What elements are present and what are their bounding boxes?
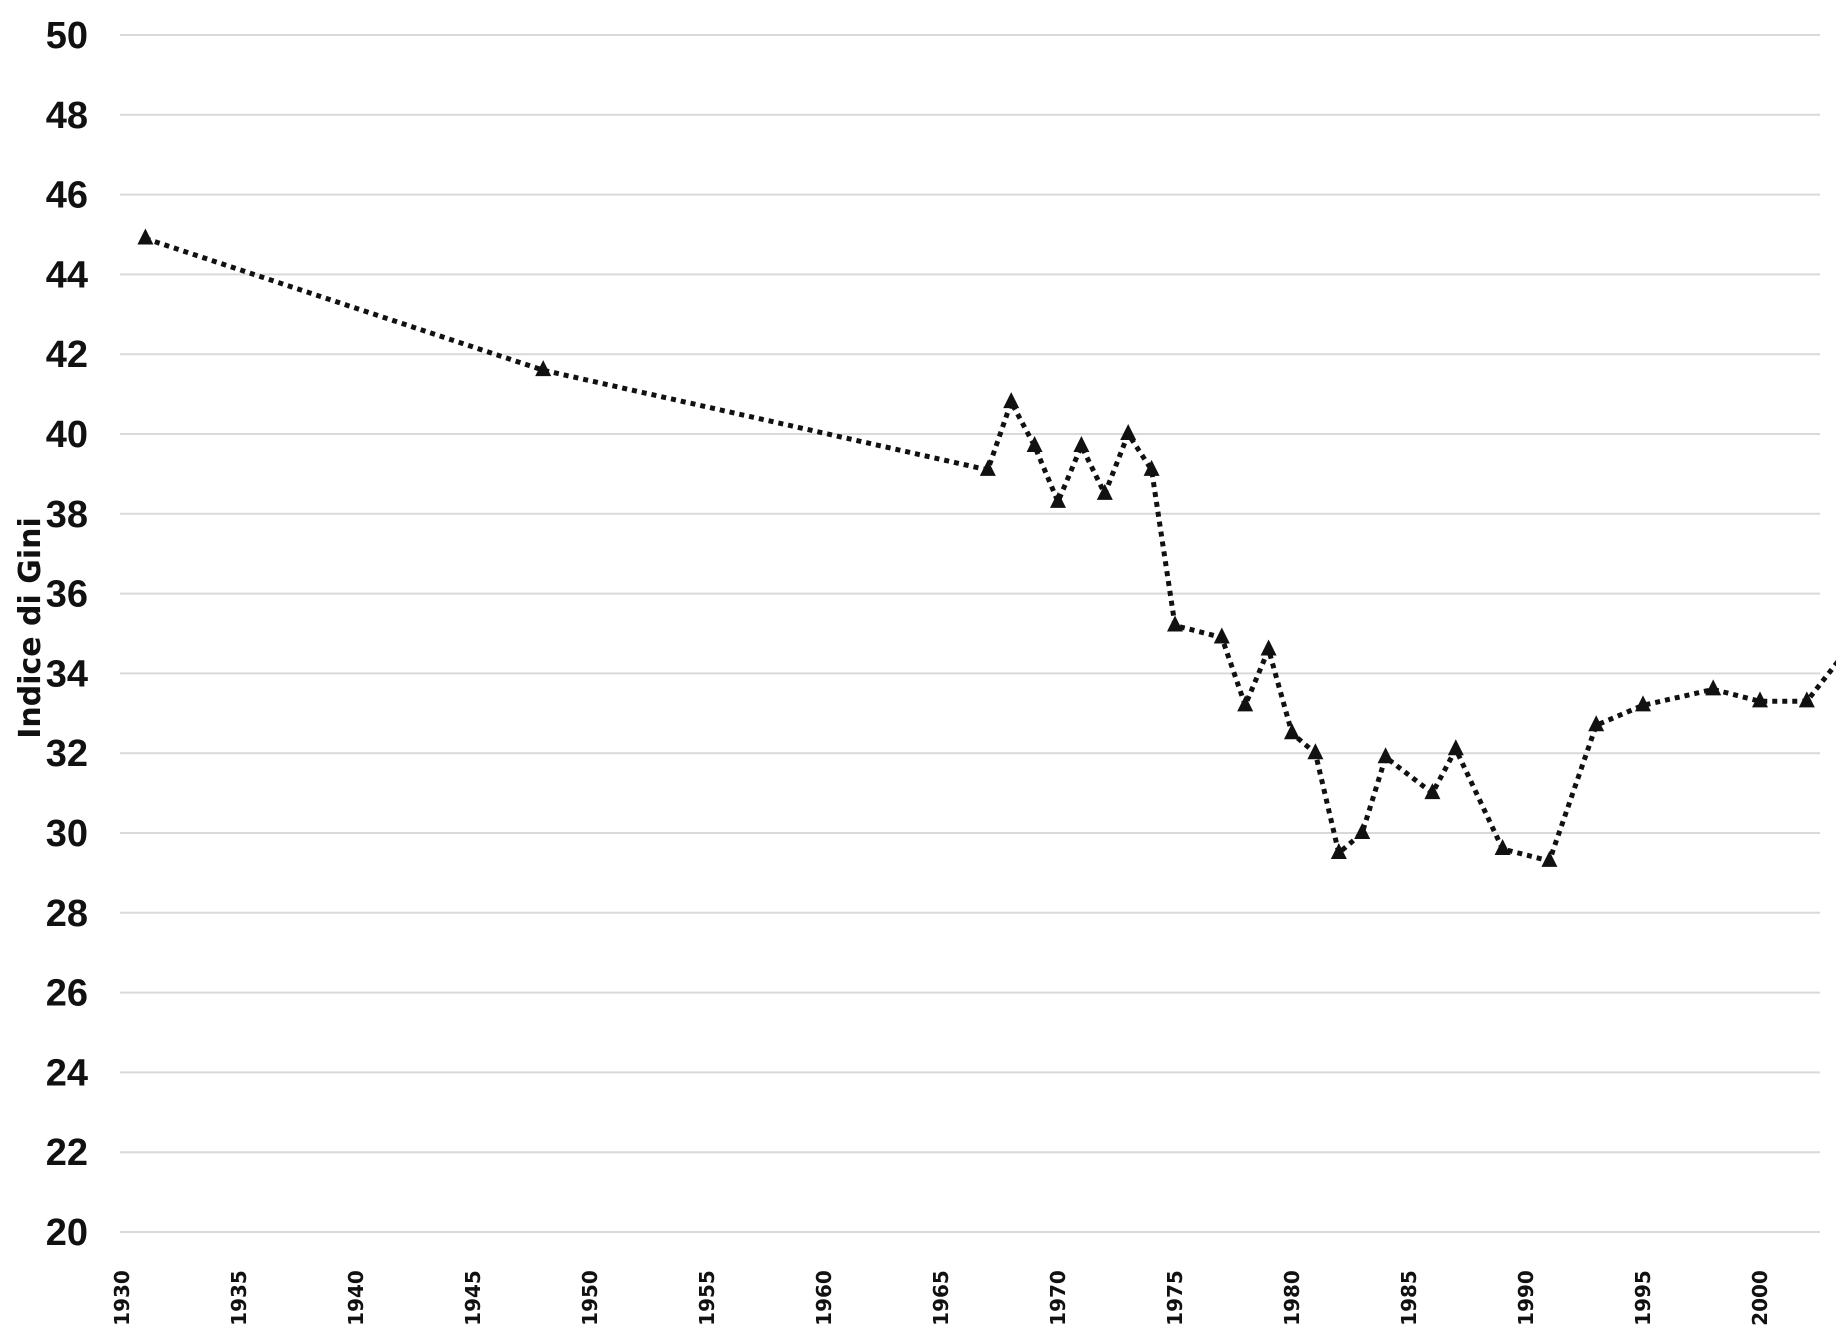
data-point [1705, 679, 1722, 696]
x-tick-label: 1960 [812, 1270, 836, 1326]
data-point [1354, 823, 1371, 839]
y-tick-label: 50 [46, 15, 88, 57]
data-point [1424, 783, 1441, 800]
series-line [144, 236, 1836, 864]
data-point [535, 360, 552, 377]
data-point [1096, 483, 1113, 500]
x-tick-label: 1970 [1046, 1270, 1070, 1326]
data-point [1635, 695, 1651, 712]
gridlines [120, 34, 1820, 1233]
y-tick-label: 32 [46, 733, 88, 775]
data-point [1377, 747, 1394, 764]
data-point [1752, 691, 1768, 708]
data-point [979, 459, 996, 476]
data-point [1120, 424, 1137, 440]
x-tick-label: 1930 [110, 1270, 134, 1326]
x-tick-label: 1955 [695, 1270, 719, 1326]
data-point [1003, 392, 1020, 409]
data-point [1541, 850, 1558, 867]
x-tick-label: 1940 [344, 1270, 368, 1326]
y-tick-label: 34 [46, 653, 88, 695]
y-tick-label: 28 [46, 893, 88, 935]
x-tick-label: 1945 [461, 1270, 485, 1326]
data-point [1050, 491, 1066, 508]
x-tick-label: 1965 [929, 1270, 953, 1326]
x-tick-label: 1990 [1514, 1270, 1538, 1326]
data-point [1167, 615, 1183, 632]
y-tick-label: 44 [46, 254, 88, 296]
y-tick-label: 22 [46, 1132, 88, 1174]
y-tick-label: 20 [46, 1212, 88, 1254]
data-point [1447, 739, 1464, 756]
data-point [1026, 435, 1043, 452]
data-point [1494, 838, 1511, 855]
x-tick-label: 1935 [227, 1270, 251, 1326]
x-tick-label: 1950 [578, 1270, 602, 1326]
data-point [137, 228, 154, 245]
x-tick-label: 2000 [1748, 1270, 1772, 1326]
data-point [1213, 627, 1230, 644]
y-tick-label: 42 [46, 334, 88, 376]
x-axis-ticks: 1930 1935 1940 1945 1950 1955 1960 1965 1970 1975… [110, 1270, 1772, 1326]
data-point [1143, 459, 1160, 476]
data-point [1588, 715, 1605, 732]
y-axis-ticks: 20 22 24 26 28 30 32 34 36 38 40 42 44 46 48 50 [46, 15, 88, 1254]
data-point [1237, 695, 1254, 712]
x-tick-label: 1975 [1163, 1270, 1187, 1326]
data-point [1073, 435, 1090, 452]
y-tick-label: 46 [46, 175, 88, 217]
y-tick-label: 38 [46, 494, 88, 536]
data-point [1798, 691, 1815, 708]
y-tick-label: 36 [46, 574, 88, 616]
data-points [137, 228, 1815, 867]
y-axis-label: Indice di Gini [13, 517, 48, 739]
y-tick-label: 40 [46, 414, 88, 456]
data-point [1330, 842, 1347, 859]
x-tick-label: 1985 [1397, 1270, 1421, 1326]
y-tick-label: 30 [46, 813, 88, 855]
y-tick-label: 24 [46, 1052, 88, 1094]
x-tick-label: 1980 [1280, 1270, 1304, 1326]
data-point [1307, 743, 1324, 760]
data-point [1284, 723, 1300, 740]
y-tick-label: 26 [46, 973, 88, 1015]
y-tick-label: 48 [46, 95, 88, 137]
data-point [1260, 639, 1277, 656]
x-tick-label: 1995 [1631, 1270, 1655, 1326]
